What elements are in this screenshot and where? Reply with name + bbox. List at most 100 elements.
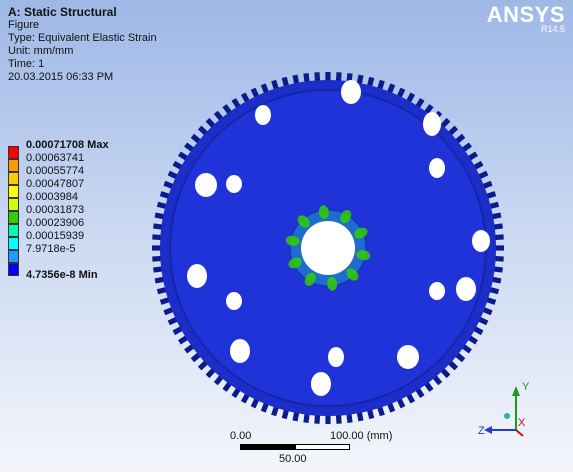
spline-tooth-strain (327, 276, 338, 291)
axis-triad[interactable]: Y Z X (476, 378, 546, 444)
gear-tooth (335, 72, 342, 83)
gear-tooth (493, 234, 504, 241)
x-axis-line (515, 429, 524, 437)
bolt-hole (456, 277, 476, 301)
gear-tooth (492, 223, 503, 230)
legend-label: 0.00023906 (26, 217, 85, 229)
bolt-hole (187, 264, 207, 288)
bolt-hole (230, 339, 250, 363)
legend-label: 0.00047807 (26, 178, 85, 190)
gear-tooth (152, 234, 163, 241)
ansys-logo: ANSYS (486, 2, 565, 27)
spline-tooth-strain (297, 215, 310, 228)
y-axis-arrow (512, 386, 520, 396)
spline-tooth-strain (354, 227, 368, 239)
result-unit: Unit: mm/mm (8, 45, 74, 57)
legend-swatch (8, 172, 19, 185)
legend-swatch (8, 263, 19, 276)
gear-holes (187, 80, 490, 396)
gear-tooth (494, 245, 504, 251)
y-axis-label: Y (522, 381, 530, 393)
spline-tooth-strain (356, 250, 371, 261)
legend-label: 0.00055774 (26, 165, 85, 177)
bolt-hole (226, 292, 242, 310)
result-time: Time: 1 (8, 58, 45, 70)
gear-tooth (325, 72, 331, 82)
gear-tooth (303, 412, 310, 423)
legend-label: 0.00031873 (26, 204, 85, 216)
legend-label: 4.7356e-8 Min (26, 269, 98, 281)
legend-swatch (8, 146, 19, 159)
gear-tooth (493, 255, 504, 262)
figure-label: Figure (8, 19, 40, 31)
result-type: Type: Equivalent Elastic Strain (8, 32, 157, 44)
legend-swatch (8, 185, 19, 198)
scale-segment-black (240, 444, 295, 450)
gear-tooth (335, 413, 342, 424)
legend-label: 0.0003984 (26, 191, 78, 203)
gear-tooth (153, 266, 164, 273)
scale-end: 100.00 (mm) (330, 430, 393, 442)
gear-tooth (314, 413, 321, 424)
legend-swatch (8, 211, 19, 224)
gear-tooth (153, 223, 164, 230)
gear-tooth (356, 410, 364, 422)
bolt-hole (472, 230, 490, 252)
legend-swatch (8, 198, 19, 211)
z-axis-label: Z (478, 425, 485, 437)
bolt-hole (429, 282, 445, 300)
bolt-hole (226, 175, 242, 193)
x-axis-label: X (518, 417, 526, 429)
legend-label: 0.00015939 (26, 230, 85, 242)
gear-tooth (292, 410, 300, 422)
triad-origin-dot (504, 413, 510, 419)
gear-tooth (152, 255, 163, 262)
gear-tooth (154, 212, 166, 220)
legend-swatch (8, 237, 19, 250)
legend-swatch (8, 224, 19, 237)
result-info: A: Static Structural Figure Type: Equiva… (8, 6, 157, 84)
ansys-brand: ANSYS R14.5 (487, 2, 565, 34)
legend-swatch (8, 159, 19, 172)
bolt-hole (311, 372, 331, 396)
gear-tooth (490, 276, 502, 284)
legend-label: 0.00071708 Max (26, 139, 109, 151)
gear-tooth (152, 245, 162, 251)
bolt-hole (195, 173, 217, 197)
spline-tooth-strain (288, 257, 302, 269)
gear-tooth (490, 212, 502, 220)
legend-swatch (8, 250, 19, 263)
ansys-version: R14.5 (540, 24, 565, 34)
bolt-hole (328, 347, 344, 367)
gear-tooth (346, 412, 353, 423)
gear-tooth (492, 266, 503, 273)
legend-label: 0.00063741 (26, 152, 85, 164)
gear-tooth (154, 276, 166, 284)
scale-segment-white (295, 444, 350, 450)
scale-start: 0.00 (230, 430, 252, 442)
spline-tooth-strain (340, 210, 352, 224)
analysis-title: A: Static Structural (8, 5, 117, 19)
bolt-hole (397, 345, 419, 369)
bore-hole (301, 221, 355, 275)
gear-tooth (303, 73, 310, 84)
z-axis-arrow (484, 426, 492, 434)
spline-tooth-strain (346, 268, 359, 281)
bolt-hole (423, 112, 441, 136)
spline-tooth-strain (285, 235, 300, 246)
result-datetime: 20.03.2015 06:33 PM (8, 71, 114, 83)
bolt-hole (341, 80, 361, 104)
spline-tooth-strain (318, 205, 329, 220)
gear-tooth (314, 72, 321, 83)
scale-mid: 50.00 (279, 453, 307, 465)
gear-tooth (356, 74, 364, 86)
gear-tooth (325, 414, 331, 424)
legend-label: 7.9718e-5 (26, 243, 76, 255)
spline-tooth-strain (304, 272, 316, 286)
bolt-hole (429, 158, 445, 178)
bolt-hole (255, 105, 271, 125)
gear-tooth (292, 74, 300, 86)
scale-bar: 0.00 100.00 (mm) 50.00 (222, 430, 392, 472)
